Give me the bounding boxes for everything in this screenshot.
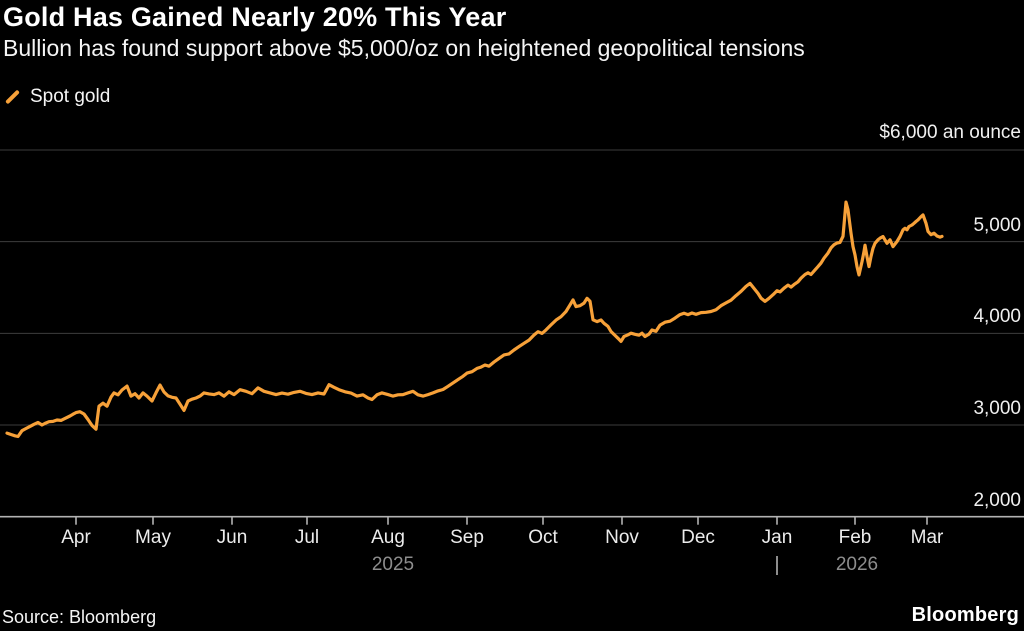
x-tick-label-apr: Apr: [61, 527, 91, 548]
y-axis-unit-label: $6,000 an ounce: [879, 122, 1021, 143]
legend: Spot gold: [4, 85, 110, 109]
source-credit: Source: Bloomberg: [2, 607, 157, 627]
x-tick-label-feb: Feb: [838, 527, 872, 548]
series-line-spot-gold: [5, 200, 944, 439]
x-tick-label-aug: Aug: [371, 527, 405, 548]
year-label-2026: 2026: [835, 554, 879, 575]
x-tick-label-jan: Jan: [761, 527, 793, 548]
y-tick-label-3000: 3,000: [973, 398, 1021, 420]
x-tick-label-jun: Jun: [216, 527, 248, 548]
y-tick-label-4000: 4,000: [973, 306, 1021, 328]
x-tick-label-nov: Nov: [605, 527, 639, 548]
x-tick-label-sep: Sep: [450, 527, 484, 548]
year-label-2025: 2025: [371, 554, 415, 575]
y-tick-label-5000: 5,000: [973, 214, 1021, 236]
x-tick-label-oct: Oct: [528, 527, 558, 548]
x-tick-label-may: May: [135, 527, 171, 548]
legend-label: Spot gold: [30, 86, 111, 107]
year-divider-mark: [776, 556, 778, 575]
y-tick-label-2000: 2,000: [973, 489, 1021, 511]
chart-subtitle: Bullion has found support above $5,000/o…: [3, 35, 805, 61]
x-tick-label-dec: Dec: [681, 527, 715, 548]
bloomberg-logo: Bloomberg: [911, 604, 1019, 626]
x-tick-label-mar: Mar: [910, 527, 944, 548]
chart-title: Gold Has Gained Nearly 20% This Year: [3, 2, 507, 32]
x-tick-label-jul: Jul: [294, 527, 320, 548]
